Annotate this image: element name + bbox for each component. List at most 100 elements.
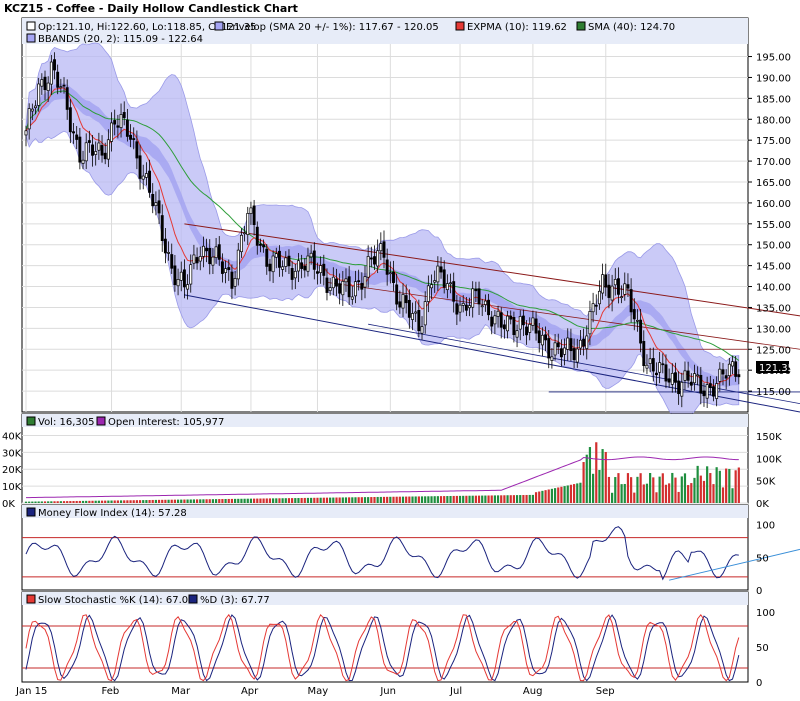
x-tick-label: Aug — [523, 686, 543, 697]
candle-body — [496, 310, 500, 317]
volume-left-tick: 30K — [2, 448, 22, 459]
volume-bar — [668, 483, 671, 503]
candle-body — [75, 134, 79, 140]
candle-body — [404, 295, 408, 304]
volume-bar — [50, 501, 53, 503]
x-tick-label: Feb — [102, 686, 120, 697]
volume-bar — [424, 496, 427, 503]
candle-body — [376, 250, 380, 267]
volume-bar — [553, 488, 557, 503]
candle-body — [135, 141, 139, 159]
volume-bar — [272, 498, 275, 503]
candle-body — [537, 330, 541, 344]
volume-bar — [433, 496, 436, 503]
volume-bar — [721, 487, 725, 503]
volume-bar — [370, 497, 373, 503]
volume-bar — [119, 500, 123, 503]
volume-bar — [547, 489, 550, 503]
candle-body — [442, 269, 446, 288]
volume-bar — [392, 496, 395, 503]
price-tick-label: 135.00 — [756, 303, 791, 314]
volume-bar — [500, 495, 503, 503]
volume-bar — [728, 468, 731, 503]
volume-bar — [522, 495, 525, 503]
candle-body — [677, 380, 681, 395]
candle-body — [572, 348, 576, 361]
volume-bar — [230, 498, 234, 503]
candle-body — [56, 71, 60, 88]
candle-body — [224, 268, 228, 273]
candle-body — [680, 381, 684, 397]
volume-bar — [335, 497, 338, 503]
volume-bar — [360, 497, 363, 503]
volume-bar — [85, 500, 88, 503]
volume-bar — [129, 500, 132, 503]
candle-body — [37, 83, 41, 106]
volume-bar — [639, 473, 642, 503]
volume-bar — [69, 501, 72, 503]
candle-body — [87, 140, 91, 143]
volume-bar — [192, 499, 196, 503]
volume-bar — [443, 496, 446, 503]
candle-body — [116, 125, 120, 128]
volume-bar — [614, 477, 617, 503]
last-price-label: 121.35 — [759, 363, 794, 374]
candle-body — [300, 262, 304, 269]
volume-bar — [154, 499, 157, 503]
candle-body — [186, 284, 190, 290]
candle-body — [642, 341, 646, 366]
volume-bar — [591, 473, 595, 503]
candle-body — [192, 254, 196, 264]
volume-bar — [40, 501, 43, 503]
candle-body — [214, 246, 218, 258]
volume-bar — [706, 466, 709, 503]
candle-body — [205, 247, 209, 252]
candle-body — [575, 348, 579, 363]
candle-body — [388, 272, 392, 275]
volume-bar — [278, 498, 281, 503]
candle-body — [258, 243, 262, 246]
candle-body — [316, 271, 319, 274]
candle-body — [325, 277, 329, 293]
volume-bar — [322, 497, 325, 503]
volume-bar — [737, 467, 740, 503]
volume-bar — [560, 486, 563, 503]
candle-body — [521, 315, 525, 326]
candle-body — [189, 264, 193, 285]
candle-body — [734, 361, 738, 377]
candle-body — [179, 271, 183, 281]
volume-bar — [427, 496, 430, 503]
volume-bar — [126, 500, 129, 503]
candle-body — [544, 334, 548, 341]
volume-bar — [611, 492, 614, 503]
price-tick-label: 125.00 — [756, 345, 791, 356]
candle-body — [569, 338, 573, 352]
candle-body — [262, 244, 266, 248]
candle-body — [287, 255, 291, 267]
volume-bar — [180, 499, 183, 503]
volume-bar — [24, 501, 28, 503]
candle-body — [34, 105, 37, 109]
volume-bar — [519, 495, 522, 503]
volume-bar — [557, 487, 560, 503]
volume-bar — [658, 476, 661, 503]
volume-bar — [332, 497, 335, 503]
candle-body — [249, 207, 253, 214]
candle-body — [436, 265, 440, 283]
candle-body — [705, 384, 709, 399]
candle-body — [414, 311, 418, 314]
candle-body — [426, 285, 430, 302]
candle-body — [664, 364, 668, 382]
volume-bar — [47, 501, 50, 503]
candle-body — [68, 107, 72, 133]
candle-body — [420, 326, 424, 334]
candle-body — [46, 82, 50, 91]
candle-body — [512, 317, 516, 336]
mfi-tick: 0 — [756, 586, 762, 597]
candle-body — [382, 241, 386, 258]
candle-body — [591, 303, 595, 313]
stoch-k-legend: Slow Stochastic %K (14): 67.05 — [38, 595, 194, 606]
stoch-tick: 100 — [756, 608, 775, 619]
candle-body — [731, 361, 734, 367]
volume-bar — [671, 472, 674, 503]
